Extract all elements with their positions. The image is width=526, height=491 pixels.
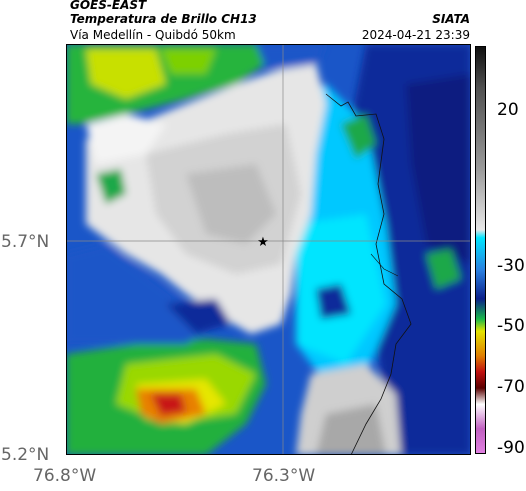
x-tick-label: 76.8°W [33, 466, 97, 486]
colorbar-tick-label: -70 [497, 377, 525, 397]
colorbar-tick-label: 20 [497, 100, 519, 120]
product-title: Temperatura de Brillo CH13 [70, 12, 257, 26]
location-marker-icon: ★ [257, 235, 269, 250]
region-label: Vía Medellín - Quibdó 50km [70, 28, 236, 42]
datetime-label: 2024-04-21 23:39 [361, 28, 470, 42]
border-line [325, 93, 412, 455]
y-tick-label: 5.7°N [1, 232, 50, 252]
colorbar [475, 46, 486, 454]
x-tick-label: 76.3°W [252, 466, 316, 486]
satellite-title: GOES-EAST [70, 0, 147, 12]
colorbar-tick-label: -50 [497, 316, 525, 336]
colorbar-tick-label: -30 [497, 256, 525, 276]
y-tick-label: 5.2°N [1, 445, 50, 465]
agency-label: SIATA [432, 12, 470, 26]
colorbar-tick-label: -90 [497, 438, 525, 458]
brightness-temperature-map: ★ [66, 44, 471, 455]
